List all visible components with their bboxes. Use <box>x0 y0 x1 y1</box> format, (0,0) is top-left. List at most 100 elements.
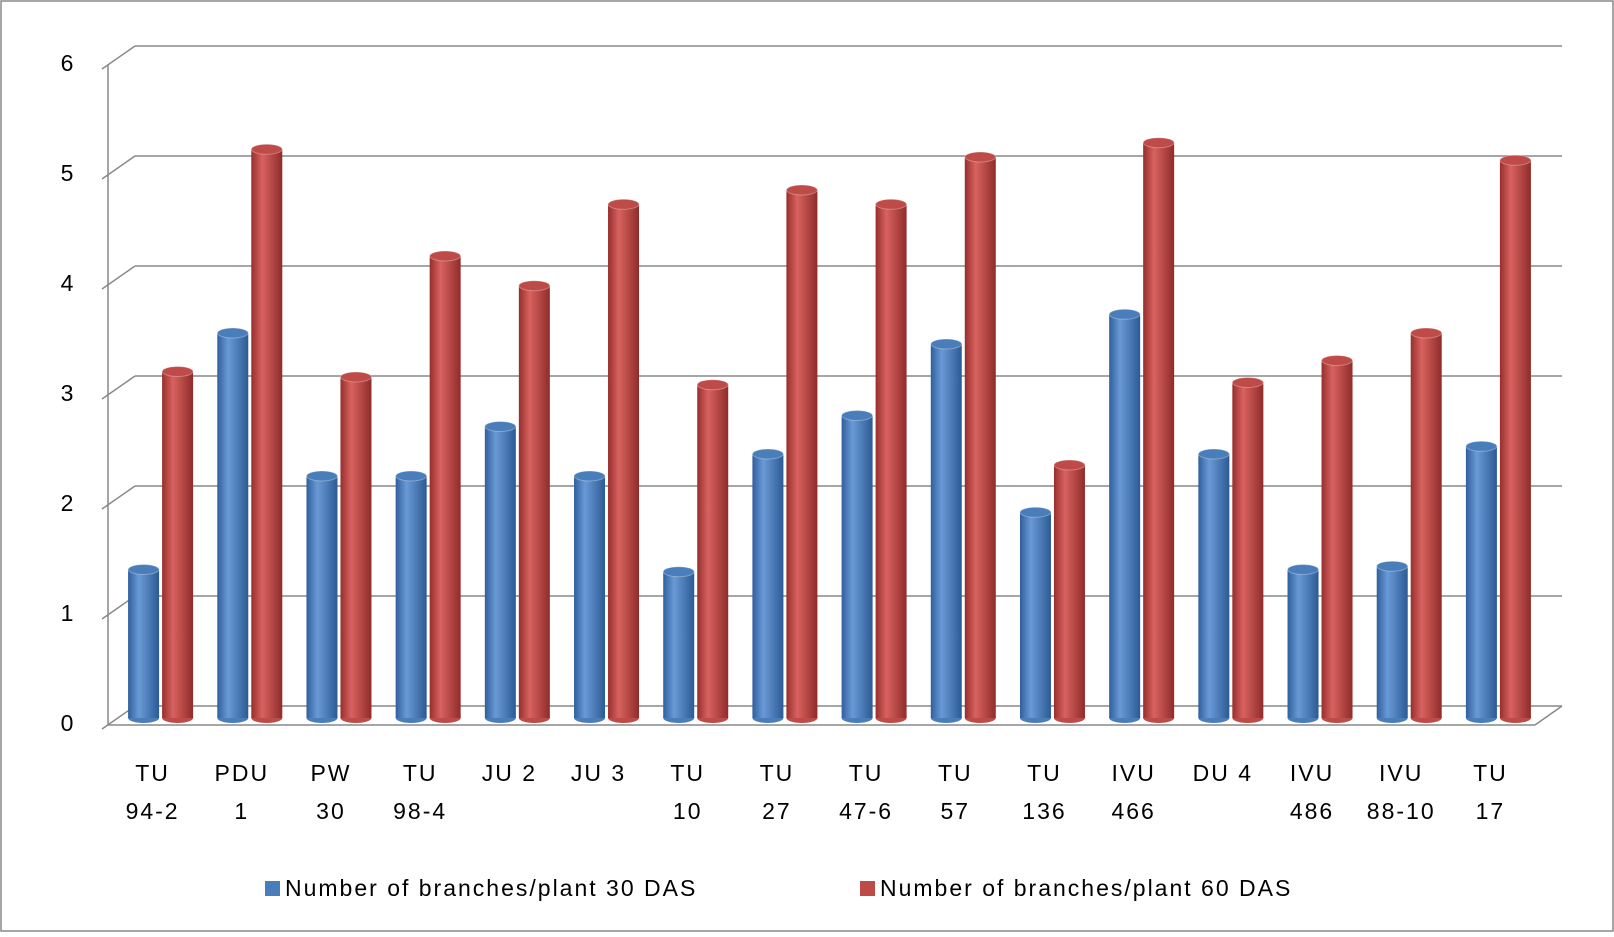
bar-top <box>1287 564 1320 575</box>
bar-top <box>1376 560 1409 572</box>
bar <box>752 454 784 718</box>
bar <box>841 415 873 718</box>
x-tick-label: TU <box>1027 760 1062 786</box>
bar <box>1410 333 1442 718</box>
bar <box>1019 512 1051 718</box>
bar <box>1143 142 1175 718</box>
bar <box>1198 454 1230 718</box>
legend-label: Number of branches/plant 30 DAS <box>285 875 697 901</box>
bar <box>162 371 194 718</box>
x-tick-label: 88-10 <box>1367 798 1436 824</box>
bar-top <box>395 470 428 482</box>
bar-top <box>841 410 874 421</box>
bar-top <box>1499 154 1532 166</box>
bar <box>484 426 516 718</box>
y-tick-label: 4 <box>61 270 76 296</box>
bar <box>1053 465 1085 718</box>
bar-top <box>1019 506 1052 518</box>
x-tick-label: 98-4 <box>393 798 447 824</box>
x-tick-label: 17 <box>1476 798 1506 824</box>
bar <box>1232 382 1264 718</box>
x-tick-label: TU <box>938 760 973 786</box>
bar <box>697 384 729 718</box>
bar <box>1321 360 1353 718</box>
legend-label: Number of branches/plant 60 DAS <box>880 875 1292 901</box>
bar-top <box>305 470 338 482</box>
x-tick-label: 27 <box>762 798 792 824</box>
x-tick-label: TU <box>849 760 884 786</box>
x-tick-label: PW <box>310 760 351 786</box>
bar <box>1465 446 1497 718</box>
bar-top <box>964 151 997 163</box>
x-tick-label: TU <box>403 760 438 786</box>
bar-top <box>785 184 818 196</box>
bar <box>251 149 283 719</box>
x-tick-label: IVU <box>1379 760 1423 786</box>
y-tick-label: 1 <box>61 600 76 626</box>
x-tick-label: 47-6 <box>839 798 893 824</box>
bar <box>1287 569 1319 718</box>
y-tick-label: 3 <box>61 380 76 406</box>
bar <box>518 285 550 718</box>
x-tick-label: 94-2 <box>126 798 180 824</box>
bar <box>608 204 640 719</box>
bar-top <box>607 198 640 210</box>
bar <box>306 476 338 718</box>
floor-edge <box>1534 705 1563 726</box>
bar-top <box>127 564 160 575</box>
x-tick-label: TU <box>135 760 170 786</box>
bar-top <box>339 371 372 383</box>
x-tick-label: 466 <box>1111 798 1155 824</box>
y-tick-label: 2 <box>61 490 76 516</box>
bar <box>875 204 907 719</box>
bar <box>1109 314 1141 718</box>
bar <box>340 377 372 718</box>
bar-top <box>161 366 194 377</box>
y-tick-label: 0 <box>61 710 76 736</box>
bar-top <box>1410 327 1443 339</box>
bar-top <box>216 327 249 339</box>
bar <box>964 157 996 718</box>
bar <box>128 569 160 718</box>
legend-swatch <box>265 881 280 896</box>
x-tick-label: 10 <box>673 798 703 824</box>
x-tick-label: PDU <box>215 760 270 786</box>
bar-top <box>751 448 784 460</box>
bar-top <box>930 338 963 350</box>
x-tick-label: IVU <box>1111 760 1155 786</box>
bar-top <box>1053 459 1086 471</box>
bar <box>1499 160 1531 719</box>
bar-top <box>573 470 606 482</box>
bar-top <box>1231 377 1264 388</box>
x-tick-label: TU <box>760 760 795 786</box>
bar <box>429 256 461 718</box>
bar-top <box>484 421 517 432</box>
x-tick-label: 1 <box>234 798 249 824</box>
y-tick-label: 5 <box>61 160 76 186</box>
bar <box>663 571 695 718</box>
bar-top <box>1321 355 1354 366</box>
bar-top <box>662 566 695 578</box>
x-tick-label: TU <box>670 760 705 786</box>
x-tick-label: 30 <box>316 798 346 824</box>
bar-top <box>1465 440 1498 452</box>
bar-top <box>1108 308 1141 320</box>
x-tick-label: TU <box>1473 760 1508 786</box>
bar-top <box>696 379 729 391</box>
bar-top <box>1142 137 1175 149</box>
bar <box>395 476 427 718</box>
bar-top <box>429 250 462 262</box>
bar <box>930 344 962 718</box>
bar <box>217 333 249 718</box>
bar-top <box>518 280 551 292</box>
bar <box>574 476 606 718</box>
x-tick-label: JU 3 <box>571 760 626 786</box>
x-tick-label: 57 <box>940 798 970 824</box>
x-tick-label: JU 2 <box>482 760 537 786</box>
y-tick-label: 6 <box>61 50 76 76</box>
bar-top <box>1197 448 1230 460</box>
x-tick-label: 486 <box>1290 798 1334 824</box>
legend-swatch <box>860 881 875 896</box>
bar-top <box>250 143 283 155</box>
